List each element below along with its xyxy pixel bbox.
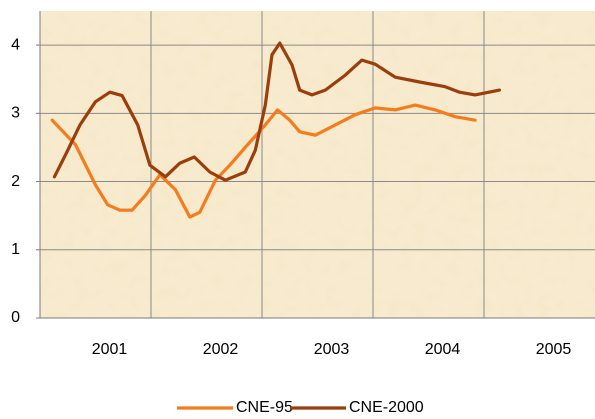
x-tick-label: 2001 [92, 341, 128, 358]
x-tick-label: 2005 [536, 341, 572, 358]
series-line [50, 103, 477, 219]
y-tick-label: 2 [11, 173, 20, 190]
plot: 0 1 2 3 4 2001 2002 2003 2004 2005 [11, 11, 595, 358]
x-tick-label: 2003 [314, 341, 350, 358]
y-tick-label: 4 [11, 36, 20, 53]
x-tick-label: 2004 [425, 341, 461, 358]
plot-background [40, 11, 595, 318]
y-tick-label: 0 [11, 309, 20, 326]
y-tick-label: 3 [11, 105, 20, 122]
x-tick-label: 2002 [203, 341, 239, 358]
series-line [52, 41, 502, 182]
legend-label: CNE-2000 [349, 399, 424, 416]
y-tick-label: 1 [11, 241, 20, 258]
legend-label: CNE-95 [236, 399, 293, 416]
